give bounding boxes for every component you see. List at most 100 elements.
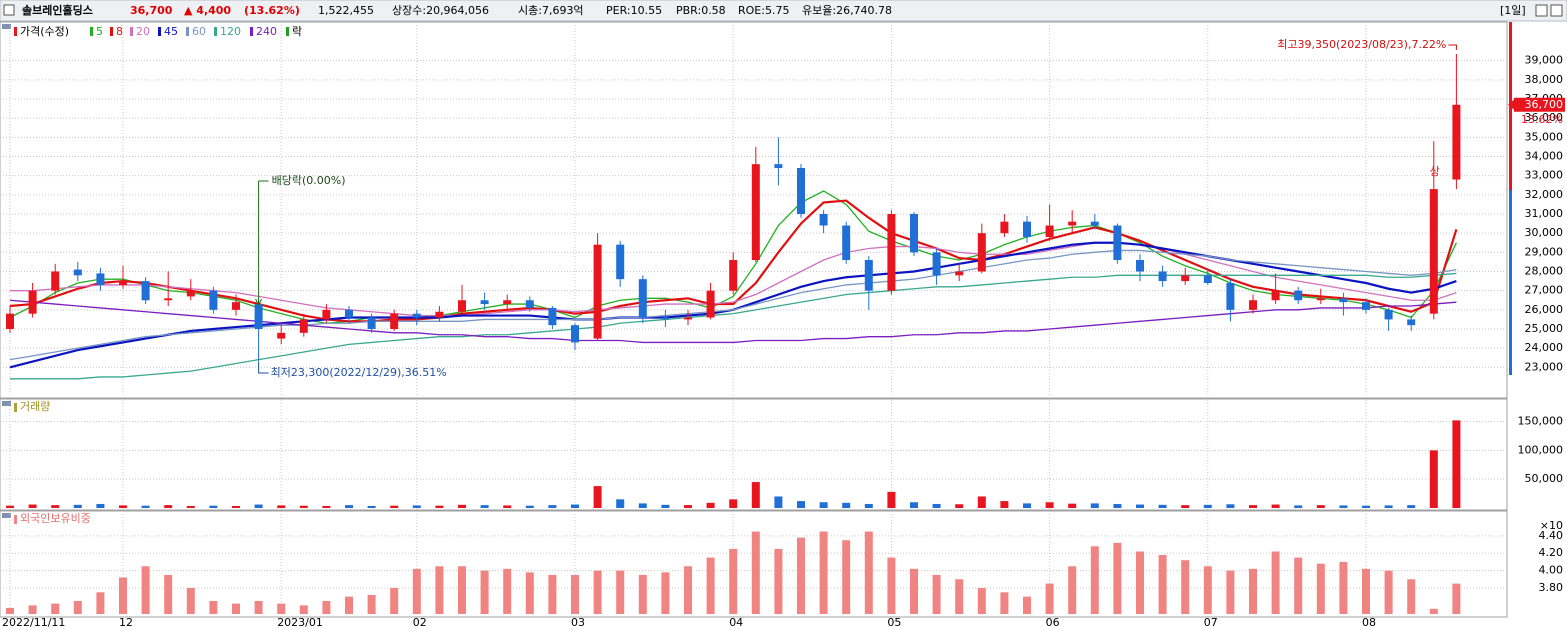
bar [119, 577, 127, 614]
bar [1158, 504, 1167, 508]
x-tick-label: 2023/01 [277, 616, 323, 629]
candle-body [1294, 290, 1303, 301]
bar [435, 566, 444, 614]
legend-marker [90, 27, 93, 36]
dividend-label: 배당락(0.00%) [272, 174, 346, 187]
range-bar-down [1509, 190, 1512, 375]
x-tick-label: 04 [729, 616, 743, 629]
ma-line [9, 299, 1457, 344]
bar [1226, 570, 1235, 614]
bar [571, 574, 579, 614]
bar [819, 502, 828, 508]
candle-body [1000, 221, 1009, 234]
checkbox[interactable] [3, 4, 15, 16]
high-label: 최고39,350(2023/08/23),7.22% [1277, 38, 1446, 51]
reserve-ratio: 유보율:26,740.78 [802, 4, 892, 17]
bar [1023, 503, 1031, 508]
bar [503, 568, 512, 614]
bar [1271, 504, 1280, 508]
candle-body [910, 214, 918, 253]
candle-body [887, 214, 896, 291]
candle-body [322, 309, 331, 320]
bar [28, 605, 37, 614]
last-price-box [1514, 97, 1565, 112]
candle-body [6, 313, 14, 329]
candle-body [616, 244, 625, 280]
legend-marker [214, 27, 217, 36]
ma-line [9, 199, 1458, 323]
x-tick-label: 03 [571, 616, 585, 629]
bar [1429, 608, 1438, 614]
limit-up-mark: 상 [1430, 165, 1440, 178]
listed-shares: 상장수:20,964,056 [392, 4, 489, 17]
candle-body [209, 290, 218, 310]
bar [209, 600, 218, 614]
bar [684, 505, 692, 508]
candle-body [28, 290, 37, 314]
bar [1045, 583, 1054, 614]
bar [1407, 505, 1416, 508]
bar [1181, 560, 1190, 614]
bar [1316, 563, 1325, 614]
bar [141, 505, 150, 508]
legend-label: 60 [192, 25, 206, 38]
bar [887, 557, 896, 614]
bar [1068, 566, 1077, 614]
y-tick-label: 25,000 [1525, 322, 1564, 335]
bar [1452, 583, 1461, 614]
candle-body [503, 300, 512, 305]
bar [1384, 505, 1393, 508]
last-change: 13.62% [1521, 113, 1563, 126]
candle-body [1181, 275, 1190, 282]
last-price-pointer [1508, 99, 1514, 110]
legend-label: 45 [164, 25, 178, 38]
bar [684, 566, 692, 614]
bar [1090, 503, 1099, 508]
bar [345, 596, 353, 614]
high-arrow [1448, 44, 1457, 50]
bar [367, 505, 376, 508]
bar [548, 505, 557, 508]
window-button[interactable] [1535, 4, 1548, 17]
bar [842, 540, 851, 614]
period-button[interactable]: [1일] [1500, 3, 1526, 17]
bar [254, 600, 263, 614]
candle-body [1316, 298, 1325, 301]
bar [1294, 505, 1303, 508]
candle-body [729, 260, 738, 291]
y-tick-label: 27,000 [1525, 284, 1564, 297]
bar [729, 499, 738, 508]
bar [232, 505, 240, 508]
bar [864, 503, 873, 508]
bar [525, 572, 534, 614]
bar [638, 574, 647, 614]
bar [299, 505, 308, 508]
x-tick-label: 06 [1046, 616, 1060, 629]
bar [729, 548, 738, 614]
legend-label: 8 [116, 25, 123, 38]
bar [1068, 503, 1077, 508]
bar [254, 504, 263, 508]
candle-body [932, 252, 941, 276]
bar [390, 505, 399, 508]
bar [1113, 542, 1122, 614]
legend-marker [110, 27, 113, 36]
legend-label: 120 [220, 25, 241, 38]
candle-body [1203, 275, 1212, 283]
bar [6, 607, 14, 614]
roe: ROE:5.75 [738, 4, 789, 17]
candle-body [412, 313, 421, 318]
candle-body [864, 260, 873, 291]
close-button[interactable] [1550, 4, 1563, 17]
y-tick-label: 26,000 [1525, 303, 1564, 316]
panels [0, 21, 1512, 618]
x-tick-label: 2022/11/11 [2, 616, 65, 629]
header-bar [0, 0, 1567, 22]
candle-body [1452, 104, 1461, 180]
bar [458, 566, 466, 614]
candle-body [638, 279, 647, 318]
bar [1362, 568, 1370, 614]
candle-body [751, 164, 760, 260]
candle-body [1226, 283, 1235, 310]
